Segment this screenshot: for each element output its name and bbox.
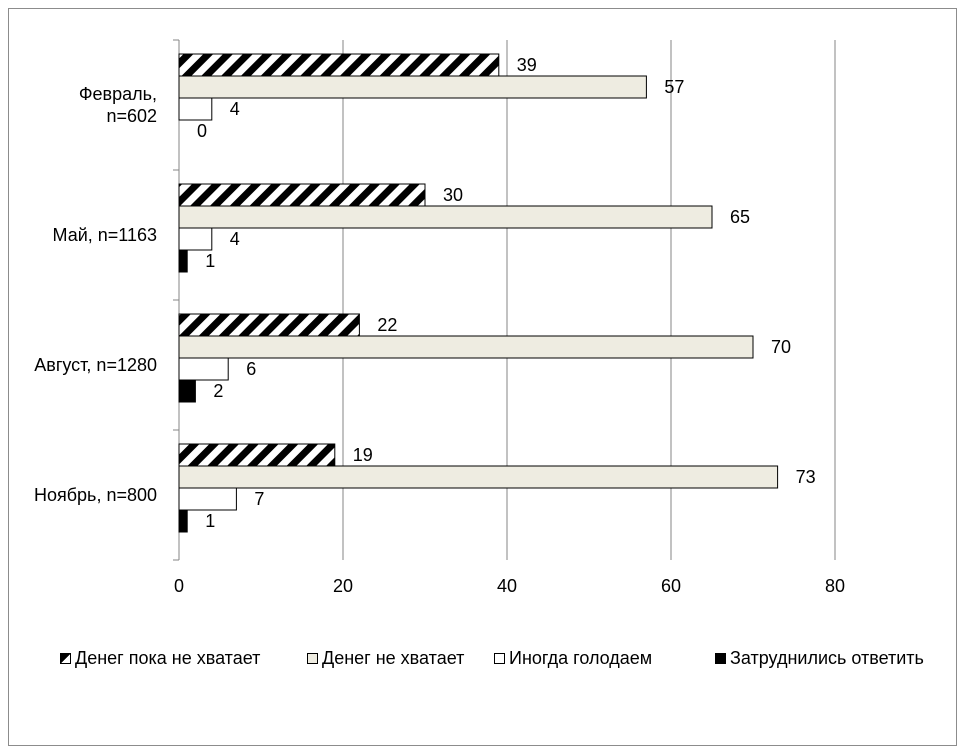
data-label: 70: [771, 337, 791, 357]
bar: [178, 487, 237, 511]
bar: [178, 227, 213, 251]
data-label: 4: [230, 229, 240, 249]
bar: [178, 357, 229, 381]
legend-swatch-black: [715, 653, 726, 664]
data-label: 1: [205, 511, 215, 531]
data-label: 22: [377, 315, 397, 335]
x-tick-label: 80: [825, 576, 845, 596]
legend-label-0: Денег пока не хватает: [75, 648, 261, 668]
bar: [178, 97, 213, 121]
bar: [178, 335, 754, 359]
category-label: Август, n=1280: [34, 355, 157, 375]
legend-swatch-beige: [307, 653, 318, 664]
data-label: 4: [230, 99, 240, 119]
legend-label-3: Затруднились ответить: [730, 648, 924, 668]
data-label: 39: [517, 55, 537, 75]
x-tick-label: 60: [661, 576, 681, 596]
data-label: 57: [664, 77, 684, 97]
bar: [178, 205, 713, 229]
bar: [178, 443, 336, 467]
bar: [178, 313, 360, 337]
bar: [178, 75, 647, 99]
legend-swatch-hatched: [60, 653, 71, 664]
legend-item-3: Затруднились ответить: [715, 648, 924, 669]
bar: [178, 379, 196, 403]
chart-frame: [8, 8, 957, 746]
data-label: 30: [443, 185, 463, 205]
category-label: Февраль, n=602: [79, 84, 157, 126]
category-label: Ноябрь, n=800: [34, 485, 157, 505]
legend-swatch-white: [494, 653, 505, 664]
legend: Денег пока не хватает Денег не хватает И…: [0, 648, 963, 678]
bar: [178, 183, 426, 207]
legend-label-2: Иногда голодаем: [509, 648, 653, 668]
x-tick-label: 0: [174, 576, 184, 596]
data-label: 2: [213, 381, 223, 401]
bar: [178, 465, 779, 489]
bar: [178, 509, 188, 533]
bar: [178, 53, 500, 77]
data-label: 1: [205, 251, 215, 271]
legend-item-2: Иногда голодаем: [494, 648, 652, 669]
data-label: 73: [796, 467, 816, 487]
x-tick-label: 40: [497, 576, 517, 596]
legend-item-1: Денег не хватает: [307, 648, 464, 669]
bar: [178, 249, 188, 273]
category-label: Май, n=1163: [53, 225, 158, 245]
legend-label-1: Денег не хватает: [322, 648, 465, 668]
data-label: 0: [197, 121, 207, 141]
data-label: 19: [353, 445, 373, 465]
data-label: 65: [730, 207, 750, 227]
x-tick-label: 20: [333, 576, 353, 596]
data-label: 6: [246, 359, 256, 379]
data-label: 7: [254, 489, 264, 509]
legend-item-0: Денег пока не хватает: [60, 648, 260, 669]
